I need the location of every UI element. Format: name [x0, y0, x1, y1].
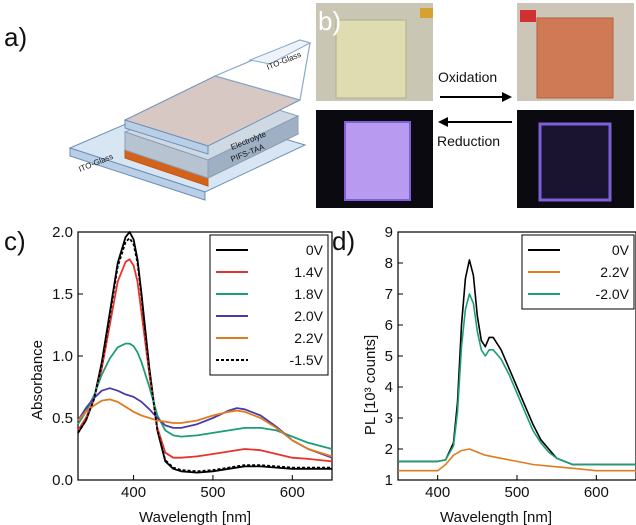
electrolyte-side: [207, 115, 299, 179]
oxidation-arrowhead: [502, 92, 512, 102]
panel-a: a) ITO-Glass ITO-Glass Electrolyte PIFS-…: [4, 22, 312, 201]
chart-d-y-tick-label: 8: [385, 255, 393, 272]
chart-c-legend-label: 2.2V: [294, 330, 323, 346]
chart-c-legend-box: [209, 234, 329, 376]
chart-c-legend-label: 2.0V: [294, 308, 323, 324]
chart-c-y-tick-label: 1.0: [52, 348, 73, 365]
chart-d-x-tick-label: 600: [584, 484, 609, 501]
film-pl-off: [538, 122, 612, 202]
chart-c-x-tick-label: 500: [200, 484, 225, 501]
chart-d-y-tick-label: 5: [385, 348, 393, 365]
clip-neutral: [420, 8, 433, 18]
film-oxidized: [536, 17, 614, 99]
bottom-glass-edge: [69, 147, 206, 201]
chart-d-y-tick-label: 7: [385, 286, 393, 303]
chart-d-y-tick-label: 6: [385, 317, 393, 334]
chart-c-y-tick-label: 2.0: [52, 224, 73, 241]
film-neutral: [335, 19, 407, 99]
panel-b: b) Oxidation Reduction: [316, 3, 634, 208]
chart-c-legend-label: 1.8V: [294, 286, 323, 302]
chart-c-y-tick-label: 0.0: [52, 472, 73, 489]
panel-a-label: a): [4, 22, 27, 52]
chart-c-y-tick-label: 1.5: [52, 286, 73, 303]
panel-c-label: c): [4, 226, 26, 256]
reduction-arrowhead: [438, 117, 448, 127]
panel-b-label: b): [318, 6, 341, 36]
chart-c-series-line: [77, 387, 333, 459]
c-x-axis-label: Wavelength [nm]: [139, 509, 251, 525]
chart-c-y-tick-label: 0.5: [52, 410, 73, 427]
chart-d-y-tick-label: 4: [385, 379, 393, 396]
chart-c-series-line: [77, 237, 332, 473]
chart-c-series-line: [77, 342, 333, 450]
reduction-label: Reduction: [437, 133, 500, 149]
chart-d-y-tick-label: 3: [385, 410, 393, 427]
top-glass-edge: [124, 119, 209, 155]
chart-c-legend-label: 0V: [306, 242, 324, 258]
film-pl-on: [344, 121, 411, 201]
chart-d-x-tick-label: 400: [425, 484, 450, 501]
chart-d-x-tick-label: 500: [504, 484, 529, 501]
chart-c-series-line: [77, 398, 333, 458]
chart-c-legend-label: -1.5V: [290, 352, 324, 368]
top-glass-tab: [248, 39, 312, 65]
chart-c-x-tick-label: 400: [121, 484, 146, 501]
panel-d: d) PL [10³ counts] Wavelength [nm] 400 50…: [332, 224, 636, 525]
chart-d-legend-label: 0V: [612, 242, 630, 258]
chart-d-legend-label: -2.0V: [596, 286, 630, 302]
chart-d-series-line: [398, 448, 636, 472]
clip-oxidized: [520, 10, 536, 22]
chart-d-legend-label: 2.2V: [600, 264, 629, 280]
panel-c: c) Absorbance Wavelength [nm] 400 500 600 0…: [4, 224, 333, 525]
c-y-axis-label: Absorbance: [29, 340, 46, 420]
chart-d-series-line: [398, 293, 636, 466]
d-x-axis-label: Wavelength [nm]: [440, 509, 552, 525]
d-y-axis-label: PL [10³ counts]: [362, 335, 379, 435]
chart-d-y-tick-label: 1: [385, 472, 393, 489]
chart-d-y-tick-label: 9: [385, 224, 393, 241]
oxidation-label: Oxidation: [438, 69, 497, 85]
chart-d-y-tick-label: 2: [385, 441, 393, 458]
chart-c-legend-label: 1.4V: [294, 264, 323, 280]
panel-d-label: d): [332, 226, 355, 256]
chart-c-x-tick-label: 600: [280, 484, 305, 501]
